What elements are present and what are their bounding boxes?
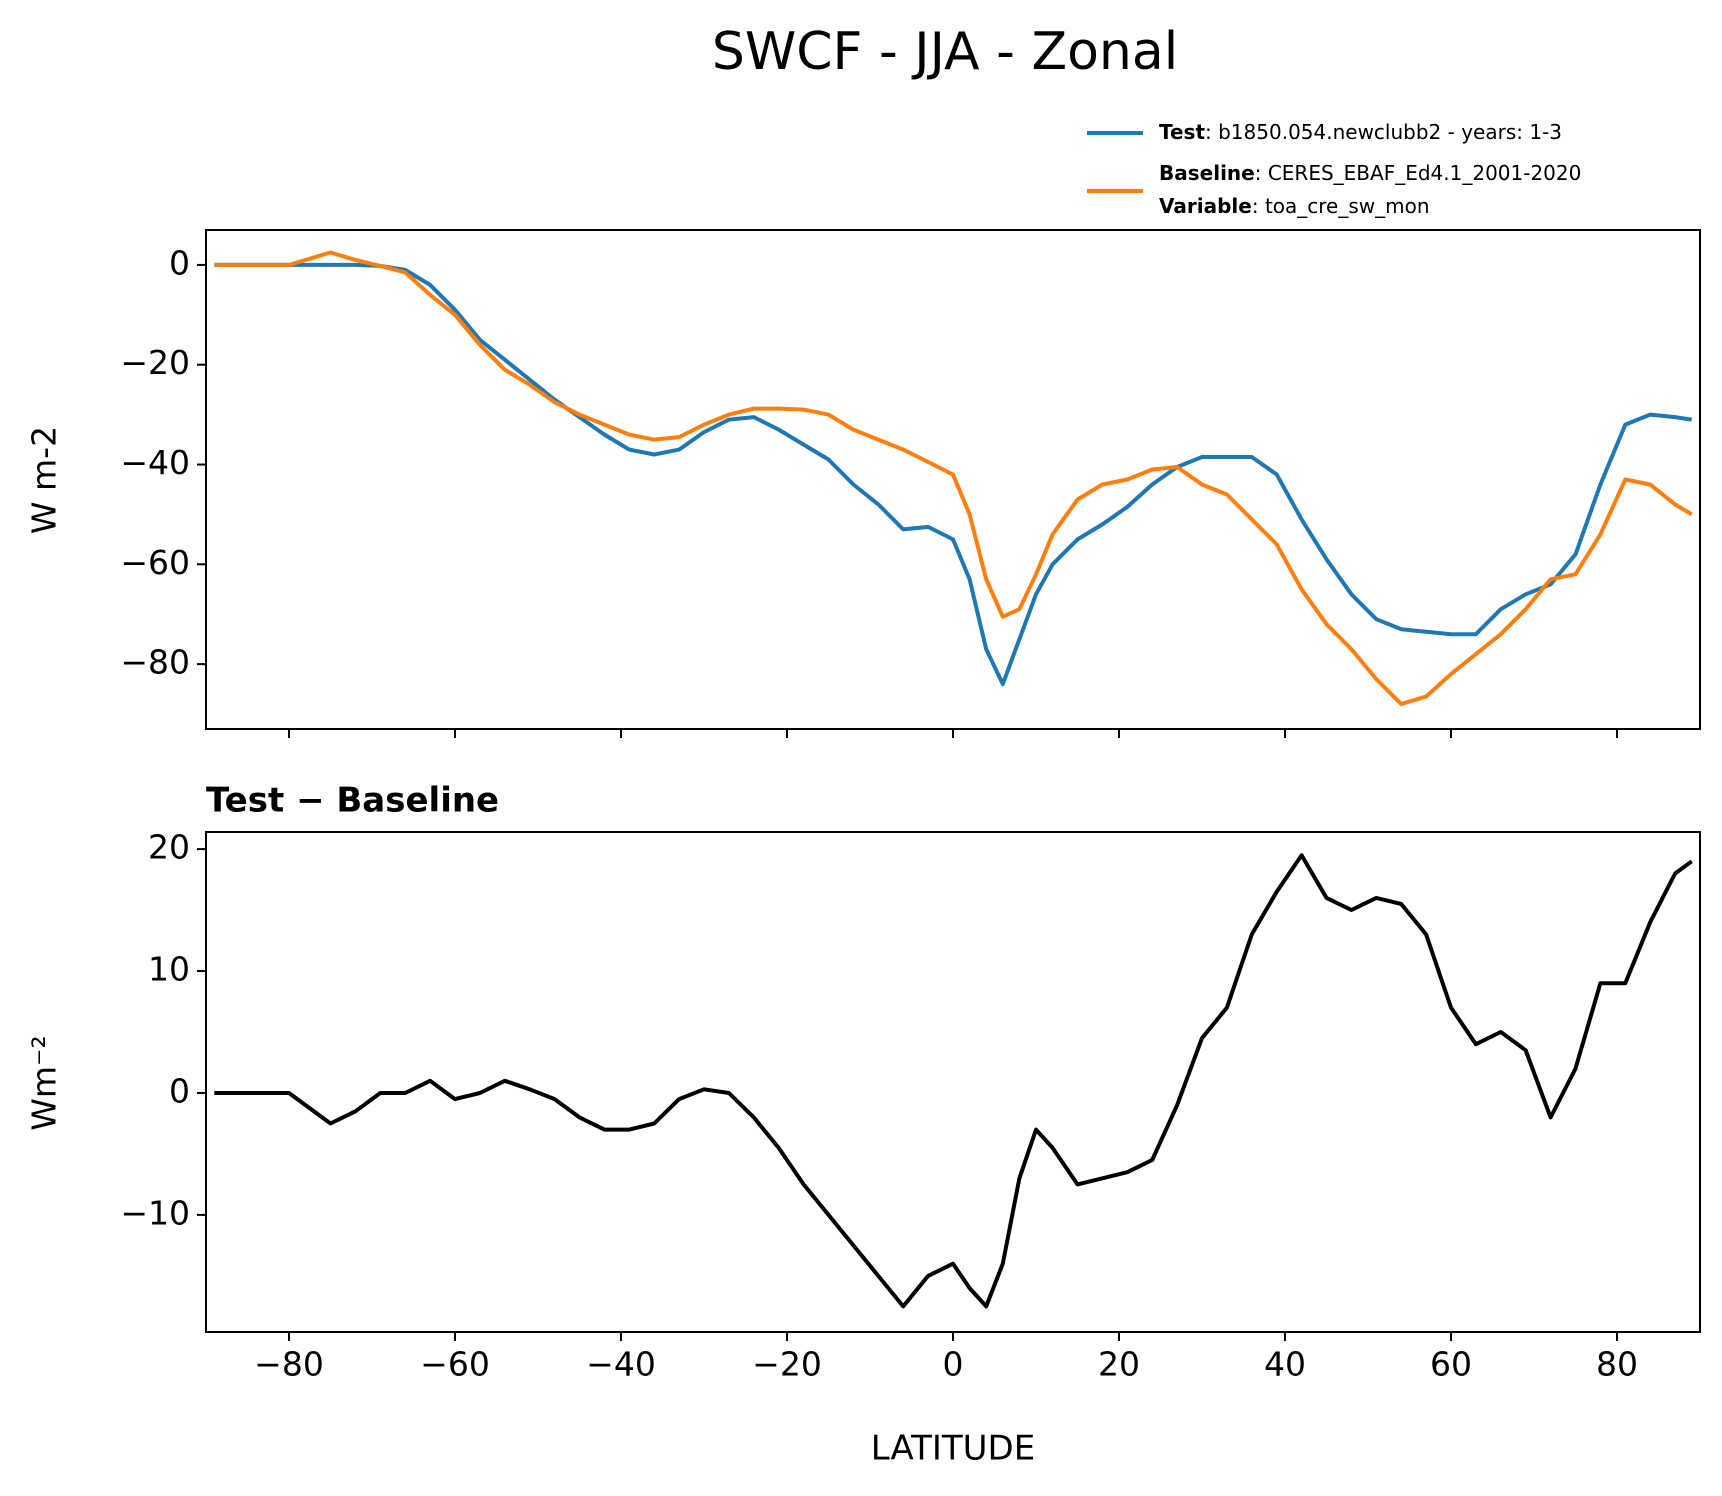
x-tick-label: 60 [1430,1345,1472,1384]
plot-frame [205,229,1701,730]
y-tick-label: −60 [120,543,190,582]
y-tick-label: −20 [120,343,190,382]
data-line [214,250,1693,706]
legend-entry: Variable: toa_cre_sw_mon [1159,194,1430,218]
legend-text: : toa_cre_sw_mon [1252,194,1430,218]
x-tick-label: 20 [1098,1345,1140,1384]
panel-title: Test − Baseline [206,781,499,821]
y-axis-label: W m-2 [25,426,64,534]
legend-name: Baseline [1159,161,1255,185]
y-tick-label: 20 [148,828,190,867]
data-line [214,853,1693,1309]
y-tick-label: −10 [120,1193,190,1232]
x-tick-label: −80 [254,1345,324,1384]
x-tick-label: 80 [1596,1345,1638,1384]
legend-name: Variable [1159,194,1252,218]
legend-entry: Test: b1850.054.newclubb2 - years: 1-3 [1159,120,1562,144]
figure-title: SWCF - JJA - Zonal [712,22,1178,82]
legend-text: : CERES_EBAF_Ed4.1_2001-2020 [1255,161,1582,185]
x-tick-label: 40 [1264,1345,1306,1384]
y-tick-label: 10 [148,950,190,989]
y-tick-label: −80 [120,643,190,682]
y-tick-label: 0 [169,243,190,282]
x-tick-label: −40 [586,1345,656,1384]
x-tick-label: −60 [420,1345,490,1384]
y-axis-label: Wm⁻² [25,1035,64,1130]
y-tick-label: −40 [120,443,190,482]
plot-frame [205,831,1701,1333]
data-line [214,262,1692,687]
legend-name: Test [1159,120,1205,144]
legend-text: : b1850.054.newclubb2 - years: 1-3 [1205,120,1562,144]
x-axis-label: LATITUDE [871,1429,1035,1469]
x-tick-label: 0 [943,1345,964,1384]
y-tick-label: 0 [169,1071,190,1110]
legend-entry: Baseline: CERES_EBAF_Ed4.1_2001-2020 [1159,161,1581,185]
x-tick-label: −20 [752,1345,822,1384]
